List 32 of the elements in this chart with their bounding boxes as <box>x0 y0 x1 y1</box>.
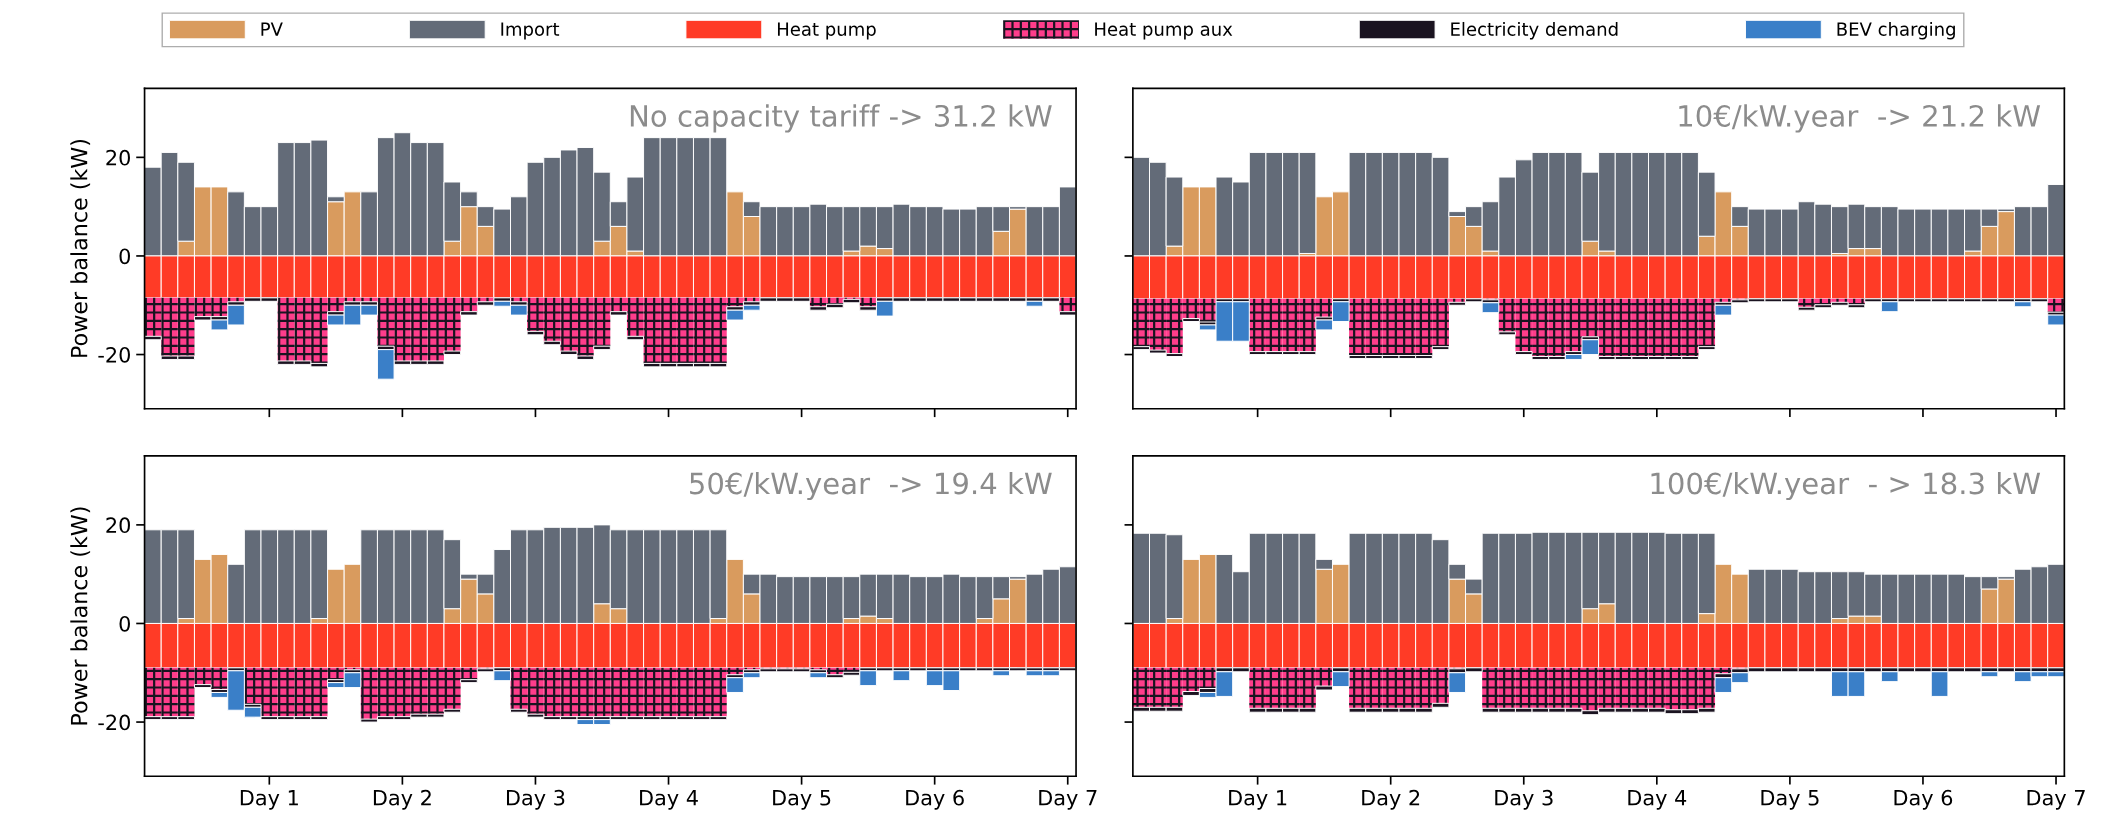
annotation: No capacity tariff -> 31.2 kW <box>630 104 1052 133</box>
x-tick-label: Day 2 <box>373 789 431 810</box>
y-tick-label: -20 <box>98 714 130 731</box>
y-axis-title: Power balance (kW) <box>70 507 91 725</box>
x-tick-label: Day 6 <box>1894 789 1953 810</box>
legend-label: PV <box>261 22 283 36</box>
y-tick-label: 20 <box>106 149 130 166</box>
legend-label: Electricity demand <box>1451 21 1618 40</box>
x-tick-label: Day 3 <box>1495 789 1553 810</box>
y-tick-label: -20 <box>98 346 130 363</box>
y-tick-label: 0 <box>119 248 130 265</box>
legend-label: BEV charging <box>1837 21 1955 40</box>
x-tick-label: Day 5 <box>1761 790 1819 810</box>
x-tick-label: Day 1 <box>1229 790 1287 810</box>
legend-label: Import <box>501 22 560 40</box>
x-tick-label: Day 3 <box>506 789 565 810</box>
legend-label: Heat pump aux <box>1095 22 1233 40</box>
x-tick-label: Day 7 <box>1039 790 1097 810</box>
x-tick-label: Day 2 <box>1362 789 1420 810</box>
y-tick-label: 0 <box>119 615 130 632</box>
y-axis-title: Power balance (kW) <box>70 139 91 357</box>
x-tick-label: Day 4 <box>1628 790 1687 810</box>
x-tick-label: Day 4 <box>640 790 698 810</box>
x-tick-label: Day 7 <box>2027 790 2085 810</box>
x-tick-label: Day 5 <box>773 790 831 810</box>
annotation: 100€/kW.year - > 18.3 kW <box>1651 471 2041 501</box>
annotation: 10€/kW.year -> 21.2 kW <box>1679 104 2041 133</box>
annotation: 50€/kW.year -> 19.4 kW <box>690 471 1052 501</box>
x-tick-label: Day 6 <box>906 789 964 810</box>
x-tick-label: Day 1 <box>240 790 298 810</box>
y-tick-label: 20 <box>106 517 130 534</box>
legend-label: Heat pump <box>777 22 876 40</box>
